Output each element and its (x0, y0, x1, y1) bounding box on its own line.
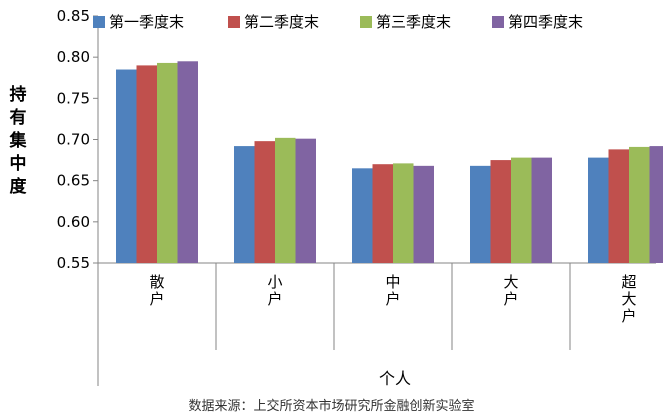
y-tick-label: 0.70 (57, 131, 90, 149)
x-tick-label: 中户 (385, 273, 400, 308)
bar-2-4 (295, 138, 316, 263)
x-tick-label: 大户 (503, 273, 518, 308)
bar-5-1 (588, 157, 609, 263)
y-tick-label: 0.55 (57, 254, 90, 272)
bar-3-1 (352, 168, 373, 263)
bar-2-3 (275, 137, 296, 263)
y-tick-label: 0.75 (57, 89, 90, 107)
legend-swatch (93, 16, 105, 28)
y-tick-label: 0.85 (57, 7, 90, 25)
bar-1-4 (177, 61, 198, 264)
bar-3-4 (413, 165, 434, 263)
legend-label: 第四季度末 (508, 13, 583, 31)
y-tick-label: 0.65 (57, 172, 90, 190)
bar-5-2 (608, 149, 629, 263)
legend-swatch (360, 16, 372, 28)
bar-1-1 (116, 69, 137, 264)
y-tick-label: 0.80 (57, 48, 90, 66)
y-axis-label: 持有集中度 (9, 85, 27, 197)
bar-4-2 (490, 160, 511, 263)
bar-4-4 (531, 157, 552, 263)
legend-swatch (228, 16, 240, 28)
source-note: 数据来源：上交所资本市场研究所金融创新实验室 (188, 399, 475, 414)
bar-2-2 (254, 141, 275, 263)
y-tick-label: 0.60 (57, 213, 90, 231)
bar-1-3 (157, 62, 178, 264)
x-tick-label: 散户 (149, 273, 164, 308)
legend-label: 第二季度末 (244, 13, 319, 31)
bar-3-2 (372, 164, 393, 263)
x-axis-label: 个人 (379, 369, 411, 388)
bar-4-3 (511, 157, 532, 263)
x-tick-label: 小户 (267, 273, 282, 308)
bar-1-2 (136, 65, 157, 264)
bar-2-1 (234, 146, 255, 263)
legend-label: 第三季度末 (376, 13, 451, 31)
bar-4-1 (470, 165, 491, 263)
bar-5-4 (649, 146, 663, 263)
legend-swatch (492, 16, 504, 28)
legend-label: 第一季度末 (109, 13, 184, 31)
x-tick-label: 超大户 (621, 273, 636, 325)
bar-5-3 (629, 146, 650, 263)
bar-3-3 (393, 163, 414, 263)
